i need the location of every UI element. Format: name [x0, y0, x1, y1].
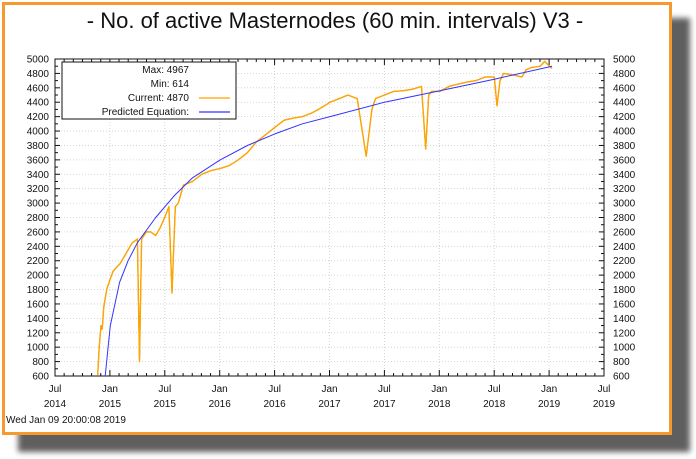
legend-current: Current: 4870 [128, 93, 190, 104]
y-tick-label: 4400 [27, 98, 50, 109]
y-tick-label: 3200 [27, 184, 50, 195]
y-tick-label: 3800 [613, 141, 636, 152]
x-tick-label-month: Jan [431, 384, 447, 395]
y-tick-label: 3600 [27, 155, 50, 166]
x-tick-label-month: Jul [158, 384, 171, 395]
generated-timestamp: Wed Jan 09 20:00:08 2019 [6, 415, 126, 426]
x-tick-label-month: Jul [49, 384, 62, 395]
series-lines [97, 60, 553, 377]
series-current [97, 60, 553, 376]
x-tick-label-month: Jan [102, 384, 118, 395]
y-tick-label: 5000 [27, 55, 50, 66]
y-tick-label: 4400 [613, 98, 636, 109]
x-tick-label-month: Jan [212, 384, 228, 395]
y-tick-label: 1000 [27, 343, 50, 354]
legend-min: Min: 614 [151, 79, 190, 90]
x-axis-labels: Jul 2014 Jan 2015 Jul 2015 Jan 2016 Jul 2016 Jan 20… [44, 384, 616, 410]
legend-frame [61, 61, 237, 120]
grid-lines [55, 59, 604, 376]
y-tick-label: 2800 [27, 213, 50, 224]
y-tick-label: 3000 [613, 199, 636, 210]
y-tick-label: 4200 [613, 112, 636, 123]
x-tick-label-year: 2018 [483, 399, 506, 410]
y-tick-label: 1200 [27, 328, 50, 339]
y-tick-label: 2600 [613, 227, 636, 238]
y-axis-right-labels: 600 800 1000 1200 1400 1600 1800 2000 2200 2400 26… [613, 55, 636, 383]
y-tick-label: 800 [32, 357, 49, 368]
x-tick-label-year: 2015 [99, 399, 122, 410]
y-tick-label: 3600 [613, 155, 636, 166]
y-tick-label: 3200 [613, 184, 636, 195]
x-tick-label-year: 2014 [44, 399, 67, 410]
y-tick-label: 1400 [613, 314, 636, 325]
y-tick-label: 4600 [27, 83, 50, 94]
y-axis-left-labels: 600 800 1000 1200 1400 1600 1800 2000 2200 2400 26… [27, 55, 50, 383]
y-tick-label: 1600 [27, 299, 50, 310]
y-tick-label: 5000 [613, 55, 636, 66]
y-tick-label: 1400 [27, 314, 50, 325]
y-tick-label: 4800 [613, 69, 636, 80]
legend-predicted: Predicted Equation: [102, 107, 189, 118]
y-tick-label: 4200 [27, 112, 50, 123]
x-tick-label-month: Jul [378, 384, 391, 395]
y-tick-label: 2400 [27, 242, 50, 253]
x-tick-label-year: 2016 [209, 399, 232, 410]
y-tick-label: 2200 [27, 256, 50, 267]
x-tick-label-year: 2016 [263, 399, 286, 410]
y-tick-label: 3400 [613, 170, 636, 181]
y-tick-label: 1600 [613, 299, 636, 310]
y-tick-label: 4600 [613, 83, 636, 94]
x-tick-label-month: Jan [541, 384, 557, 395]
chart-title: - No. of active Masternodes (60 min. int… [86, 8, 584, 33]
y-tick-label: 4000 [613, 127, 636, 138]
y-tick-label: 2400 [613, 242, 636, 253]
x-tick-label-month: Jul [598, 384, 611, 395]
x-tick-label-year: 2017 [373, 399, 396, 410]
x-tick-label-year: 2018 [428, 399, 451, 410]
y-tick-label: 2600 [27, 227, 50, 238]
y-tick-label: 1800 [27, 285, 50, 296]
y-tick-label: 2800 [613, 213, 636, 224]
x-tick-label-month: Jul [268, 384, 281, 395]
x-tick-label-month: Jul [488, 384, 501, 395]
y-tick-label: 1200 [613, 328, 636, 339]
y-tick-label: 2000 [27, 271, 50, 282]
y-tick-label: 4800 [27, 69, 50, 80]
y-tick-label: 800 [613, 357, 630, 368]
y-tick-label: 1800 [613, 285, 636, 296]
y-tick-label: 2000 [613, 271, 636, 282]
legend-max: Max: 4967 [142, 65, 189, 76]
x-tick-label-month: Jan [321, 384, 337, 395]
x-tick-label-year: 2017 [318, 399, 341, 410]
plot-border [54, 58, 605, 377]
y-tick-label: 2200 [613, 256, 636, 267]
x-tick-label-year: 2019 [593, 399, 616, 410]
y-tick-label: 3000 [27, 199, 50, 210]
x-tick-label-year: 2015 [154, 399, 177, 410]
y-tick-label: 600 [613, 372, 630, 383]
y-tick-label: 3800 [27, 141, 50, 152]
legend-box: Max: 4967 Min: 614 Current: 4870 Predict… [61, 61, 237, 120]
y-tick-label: 1000 [613, 343, 636, 354]
y-tick-label: 600 [32, 372, 49, 383]
y-tick-label: 4000 [27, 127, 50, 138]
x-tick-label-year: 2019 [538, 399, 561, 410]
series-predicted-equation [104, 65, 553, 377]
y-tick-label: 3400 [27, 170, 50, 181]
